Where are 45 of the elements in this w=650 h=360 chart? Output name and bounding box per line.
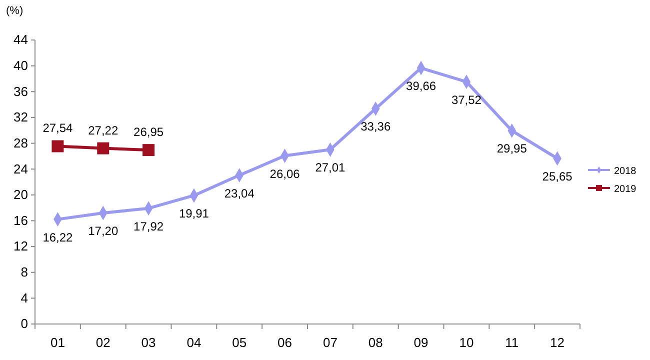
x-tick-label: 12 <box>550 335 565 350</box>
x-tick-label: 02 <box>96 335 110 350</box>
point <box>97 142 110 154</box>
y-tick-label: 4 <box>20 290 28 306</box>
x-tick-label: 06 <box>278 335 292 350</box>
data-label: 25,65 <box>542 169 573 184</box>
data-label: 26,95 <box>134 125 164 140</box>
data-label: 17,20 <box>88 224 118 238</box>
data-label: 27,01 <box>315 160 346 175</box>
y-tick-label: 44 <box>14 32 28 48</box>
data-label: 27,54 <box>42 121 74 136</box>
y-tick-label: 40 <box>14 58 28 73</box>
x-tick-label: 08 <box>368 335 383 350</box>
x-tick-label: 01 <box>50 335 65 350</box>
x-tick-label: 04 <box>186 335 202 350</box>
point <box>142 144 155 156</box>
data-label: 16,22 <box>42 230 74 244</box>
x-tick-label: 09 <box>414 335 428 350</box>
data-label: 23,04 <box>224 186 255 200</box>
y-tick-label: 36 <box>14 84 28 99</box>
y-tick-label: 8 <box>20 264 28 280</box>
data-label: 17,92 <box>134 219 164 234</box>
data-label: 39,66 <box>406 79 436 94</box>
y-tick-label: 28 <box>14 135 28 150</box>
y-tick-label: 16 <box>14 212 28 228</box>
data-label: 29,95 <box>496 142 528 156</box>
y-tick-label: 0 <box>20 316 28 332</box>
data-label: 37,52 <box>451 92 482 107</box>
x-tick-label: 11 <box>505 335 519 350</box>
y-tick-label: 20 <box>14 187 28 202</box>
y-tick-label: 12 <box>14 238 28 254</box>
point <box>52 140 64 152</box>
x-tick-label: 07 <box>322 335 338 350</box>
y-tick-label: 32 <box>14 110 28 125</box>
x-tick-label: 05 <box>232 335 247 350</box>
data-label: 26,06 <box>270 166 300 181</box>
x-tick-label: 03 <box>141 335 156 350</box>
y-tick-label: 24 <box>14 161 28 176</box>
legend-label: 2018 <box>614 166 637 177</box>
legend-label: 2019 <box>614 184 637 195</box>
data-label: 33,36 <box>360 120 391 134</box>
data-label: 19,91 <box>178 206 210 220</box>
data-label: 27,22 <box>88 123 118 138</box>
x-tick-label: 10 <box>459 335 474 350</box>
y-axis-title: (%) <box>6 5 24 17</box>
